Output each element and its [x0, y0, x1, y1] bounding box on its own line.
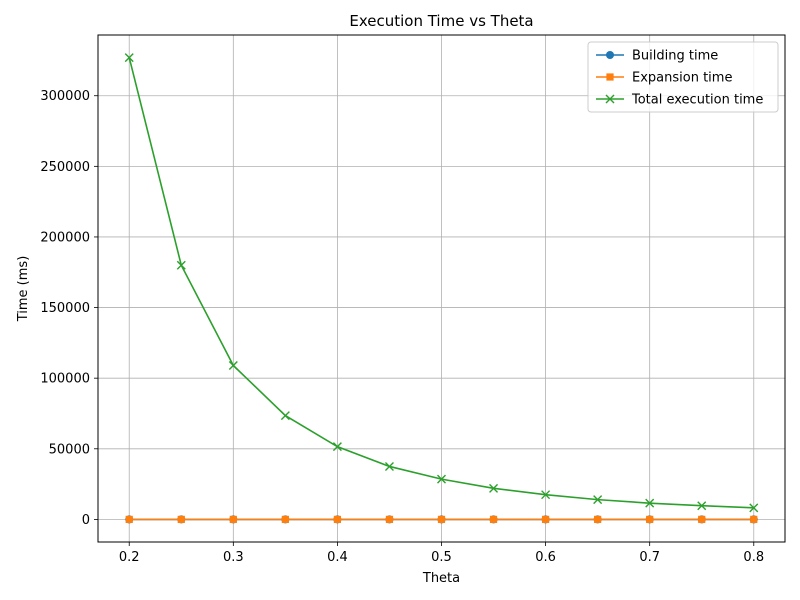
y-tick-label: 100000 — [40, 372, 90, 387]
legend-marker — [606, 51, 614, 59]
data-point — [281, 515, 289, 524]
x-tick-label: 0.8 — [743, 550, 764, 565]
legend-label: Expansion time — [632, 71, 732, 86]
data-point — [333, 515, 342, 524]
legend-marker — [606, 73, 614, 81]
legend-marker — [605, 94, 615, 104]
data-point — [177, 515, 185, 524]
data-point — [228, 360, 238, 370]
x-tick-label: 0.7 — [639, 550, 660, 565]
data-point — [332, 442, 342, 452]
x-tick-label: 0.5 — [431, 550, 452, 565]
data-point — [646, 515, 654, 524]
legend-box — [587, 41, 779, 113]
data-point — [384, 461, 394, 471]
y-tick-label: 300000 — [40, 89, 90, 104]
data-point — [229, 515, 237, 524]
data-point — [124, 53, 134, 63]
data-point — [437, 474, 446, 484]
data-point — [698, 515, 706, 524]
legend: Building time Expansion time Total executi… — [587, 41, 779, 113]
data-point — [594, 515, 602, 524]
data-point — [385, 515, 394, 524]
series-layer — [124, 53, 759, 524]
x-tick-label: 0.2 — [119, 550, 140, 565]
series-total-execution-time — [124, 53, 759, 513]
data-point — [125, 515, 133, 524]
chart-title: Execution Time vs Theta — [349, 12, 533, 30]
y-tick-label: 150000 — [40, 301, 90, 316]
x-tick-label: 0.4 — [327, 550, 348, 565]
data-point — [489, 515, 498, 524]
ticks: 0.2 0.3 0.4 0.5 0.6 0.7 0.8 0 50000 100000 150000 2… — [40, 89, 764, 565]
legend-label: Building time — [632, 49, 718, 64]
data-point — [697, 501, 707, 511]
x-tick-label: 0.6 — [535, 550, 556, 565]
legend-item: Total execution time — [596, 93, 763, 108]
data-point — [541, 490, 551, 500]
series-expansion-time — [125, 515, 758, 524]
data-point — [437, 515, 446, 524]
y-tick-label: 250000 — [40, 160, 90, 175]
x-axis-label: Theta — [422, 571, 460, 586]
y-axis-label: Time (ms) — [16, 256, 31, 323]
data-point — [749, 503, 759, 513]
data-point — [176, 260, 186, 270]
data-point — [489, 483, 499, 493]
data-point — [593, 495, 603, 505]
y-tick-label: 0 — [82, 513, 90, 528]
data-point — [750, 515, 758, 524]
legend-item: Expansion time — [596, 71, 732, 86]
legend-item: Building time — [596, 49, 718, 64]
data-point — [280, 411, 290, 421]
y-tick-label: 50000 — [49, 442, 90, 457]
x-tick-label: 0.3 — [223, 550, 244, 565]
data-point — [541, 515, 550, 524]
legend-label: Total execution time — [631, 93, 763, 108]
y-tick-label: 200000 — [40, 230, 90, 245]
data-point — [645, 498, 655, 508]
